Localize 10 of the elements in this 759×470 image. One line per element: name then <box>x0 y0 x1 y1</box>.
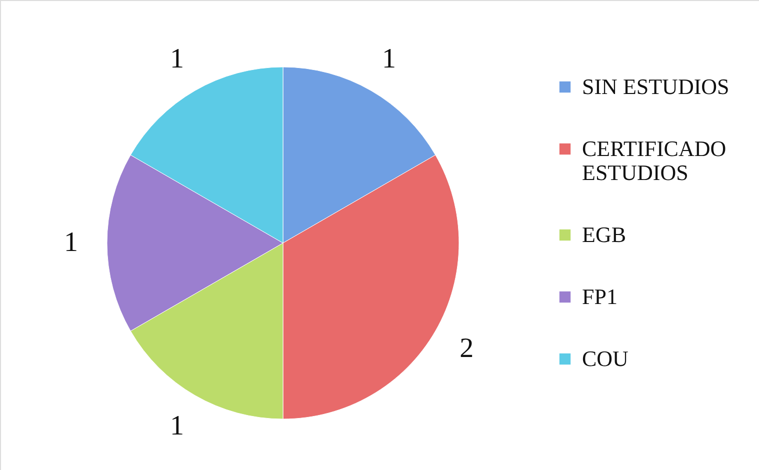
data-label: 1 <box>170 43 184 74</box>
legend-label: COU <box>582 346 629 371</box>
data-label: 1 <box>64 227 78 258</box>
legend-label: FP1 <box>582 284 618 309</box>
data-label: 2 <box>460 333 474 364</box>
legend-label: CERTIFICADO ESTUDIOS <box>582 136 726 185</box>
data-label: 1 <box>170 410 184 442</box>
data-label: 1 <box>382 43 396 74</box>
legend-label: SIN ESTUDIOS <box>582 74 730 99</box>
legend-label: EGB <box>582 222 626 247</box>
